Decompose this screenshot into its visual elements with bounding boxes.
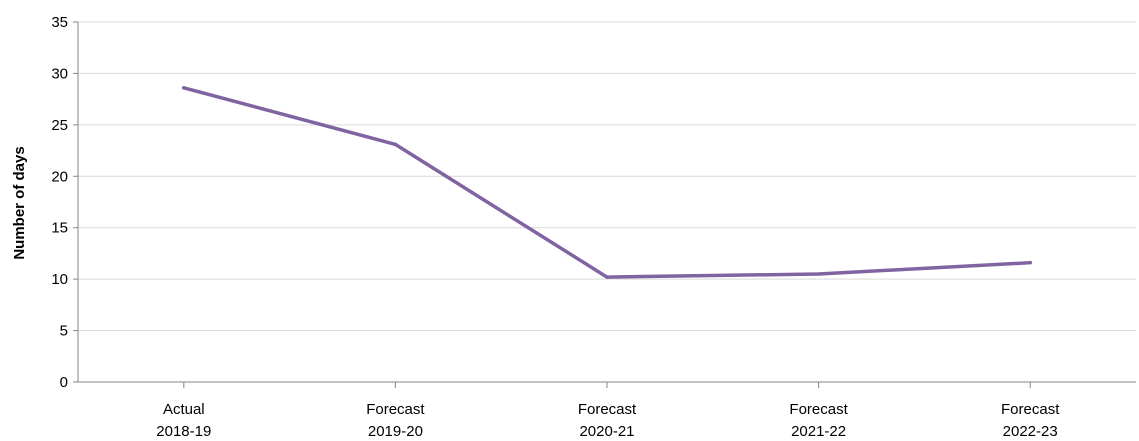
data-point xyxy=(605,275,609,279)
data-point xyxy=(816,272,821,276)
series-line xyxy=(182,86,1032,279)
x-tick-label: Forecast 2021-22 xyxy=(789,401,848,440)
x-tick-label-line2: 2021-22 xyxy=(791,423,846,440)
x-tick-label: Forecast 2020-21 xyxy=(578,401,637,440)
y-tick-label: 30 xyxy=(51,65,68,82)
y-tick-labels: 0 5 10 15 20 25 30 35 xyxy=(51,14,68,391)
x-tick-labels: Actual 2018-19 Forecast 2019-20 Forecast 2020… xyxy=(156,401,1060,440)
axes xyxy=(73,21,1136,388)
y-tick-label: 15 xyxy=(51,220,68,237)
gridlines xyxy=(78,21,1136,332)
y-tick-label: 10 xyxy=(51,271,68,288)
y-tick-label: 35 xyxy=(51,14,68,31)
series xyxy=(182,86,1032,279)
x-tick-label-line1: Forecast xyxy=(789,401,848,418)
y-axis-title: Number of days xyxy=(11,146,28,259)
x-tick-label: Forecast 2022-23 xyxy=(1001,401,1060,440)
y-tick-label: 0 xyxy=(60,374,68,391)
x-tick-label: Actual 2018-19 xyxy=(156,401,211,440)
x-tick-label-line2: 2019-20 xyxy=(368,423,423,440)
x-tick-label-line2: 2018-19 xyxy=(156,423,211,440)
y-tick-label: 20 xyxy=(51,168,68,185)
x-tick-label-line1: Forecast xyxy=(1001,401,1060,418)
y-tick-label: 5 xyxy=(60,323,68,340)
data-point xyxy=(393,142,398,147)
x-tick-label-line1: Forecast xyxy=(366,401,425,418)
data-point xyxy=(182,86,186,90)
x-tick-label-line1: Actual xyxy=(163,401,205,418)
x-tick-label-line1: Forecast xyxy=(578,401,637,418)
data-point xyxy=(1028,260,1032,265)
x-tick-label-line2: 2022-23 xyxy=(1003,423,1058,440)
x-tick-label-line2: 2020-21 xyxy=(579,423,634,440)
y-tick-label: 25 xyxy=(51,117,68,134)
x-tick-label: Forecast 2019-20 xyxy=(366,401,425,440)
